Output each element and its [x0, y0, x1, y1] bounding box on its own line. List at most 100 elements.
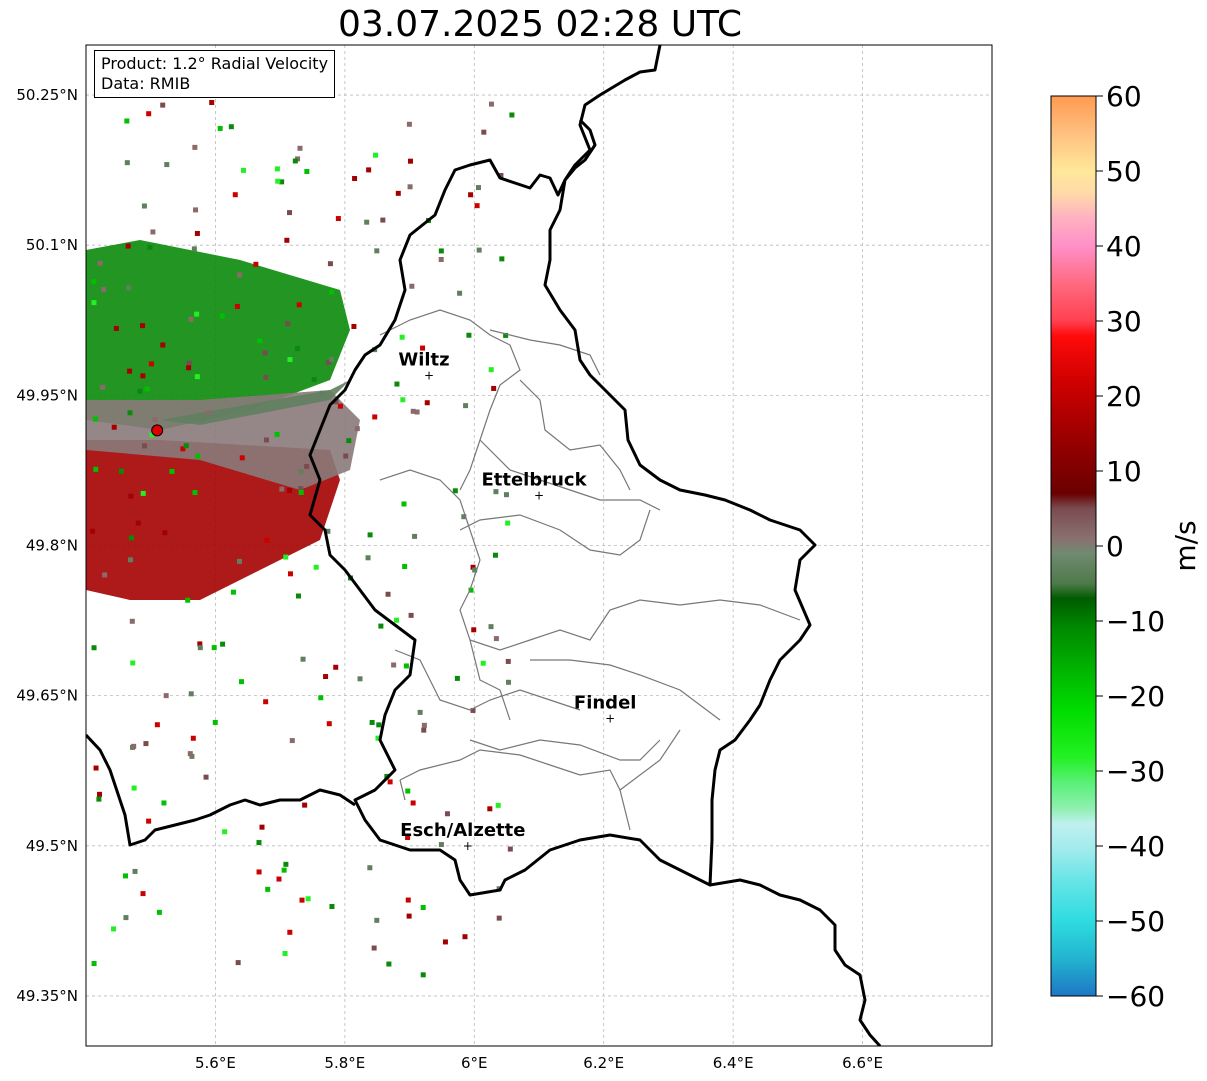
echo-pixel	[351, 323, 357, 329]
echo-pixel	[274, 431, 280, 437]
echo-pixel	[96, 796, 102, 802]
echo-pixel	[498, 173, 504, 179]
echo-pixel	[265, 886, 271, 892]
echo-pixel	[217, 125, 223, 131]
echo-pixel	[185, 597, 191, 603]
echo-pixel	[228, 124, 234, 130]
echo-pixel	[325, 359, 331, 365]
echo-pixel	[461, 514, 467, 520]
radar-echo-layer	[86, 100, 515, 978]
echo-pixel	[378, 623, 384, 629]
echo-pixel	[327, 261, 333, 267]
echo-pixel	[304, 463, 310, 469]
echo-pixel	[209, 100, 215, 106]
map-frame	[85, 44, 993, 1047]
echo-pixel	[238, 679, 244, 685]
echo-pixel	[438, 248, 444, 254]
echo-pixel	[259, 824, 265, 830]
echo-pixel	[405, 835, 411, 841]
echo-pixel	[102, 572, 108, 578]
echo-pixel	[264, 537, 270, 543]
echo-pixel	[160, 102, 166, 108]
echo-pixel	[371, 945, 377, 951]
echo-pixel	[93, 466, 99, 472]
echo-pixel	[470, 564, 476, 570]
echo-pixel	[313, 564, 319, 570]
echo-pixel	[152, 417, 158, 423]
echo-pixel	[128, 535, 134, 541]
product-info-box: Product: 1.2° Radial Velocity Data: RMIB	[94, 50, 336, 98]
echo-pixel	[274, 166, 280, 172]
echo-pixel	[144, 386, 150, 392]
x-tick-label: 6.4°E	[713, 1054, 754, 1072]
echo-pixel	[161, 800, 167, 806]
echo-pixel	[375, 735, 381, 741]
echo-pixel	[488, 367, 494, 373]
echo-pixel	[279, 486, 285, 492]
echo-pixel	[407, 158, 413, 164]
echo-pixel	[302, 802, 308, 808]
echo-pixel	[203, 774, 209, 780]
echo-pixel	[239, 455, 245, 461]
echo-pixel	[283, 554, 289, 560]
echo-pixel	[164, 162, 170, 168]
echo-pixel	[488, 101, 494, 107]
echo-pixel	[295, 593, 301, 599]
y-tick-label: 49.95°N	[16, 386, 78, 404]
echo-pixel	[183, 443, 189, 449]
echo-pixel	[193, 207, 199, 213]
echo-pixel	[496, 915, 502, 921]
city-label: Wiltz	[398, 349, 449, 370]
echo-pixel	[140, 490, 146, 496]
echo-pixel	[380, 217, 386, 223]
echo-pixel	[127, 410, 133, 416]
echo-pixel	[285, 321, 291, 327]
echo-pixel	[481, 129, 487, 135]
echo-pixel	[401, 501, 407, 507]
echo-pixel	[180, 446, 186, 452]
echo-pixel	[97, 791, 103, 797]
echo-pixel	[93, 765, 99, 771]
echo-pixel	[284, 237, 290, 243]
echo-pixel	[263, 374, 269, 380]
echo-pixel	[124, 160, 130, 166]
echo-pixel	[495, 802, 501, 808]
echo-pixel	[137, 388, 143, 394]
echo-pixel	[163, 693, 169, 699]
city-label: Findel	[574, 693, 637, 714]
echo-pixel	[400, 397, 406, 403]
echo-pixel	[399, 334, 405, 340]
echo-pixel	[188, 316, 194, 322]
city-markers: +Wiltz+Ettelbruck+Findel+Esch/Alzette	[398, 349, 636, 852]
echo-pixel	[304, 169, 310, 175]
echo-pixel	[97, 260, 103, 266]
echo-pixel	[235, 960, 241, 966]
canton-borders	[379, 309, 801, 831]
echo-pixel	[438, 842, 444, 848]
echo-pixel	[186, 360, 192, 366]
x-tick-label: 6.2°E	[583, 1054, 624, 1072]
echo-pixel	[146, 818, 152, 824]
echo-pixel	[150, 229, 156, 235]
echo-pixel	[408, 612, 414, 618]
echo-pixel	[160, 342, 166, 348]
echo-pixel	[162, 530, 168, 536]
echo-pixel	[329, 904, 335, 910]
echo-pixel	[311, 377, 317, 383]
echo-pixel	[90, 528, 96, 534]
echo-pixel	[149, 432, 155, 438]
echo-pixel	[410, 408, 416, 414]
echo-pixel	[143, 741, 149, 747]
echo-pixel	[346, 438, 352, 444]
echo-pixel	[148, 361, 154, 367]
echo-pixel	[407, 184, 413, 190]
colorbar-tick-label: 30	[1106, 305, 1142, 338]
echo-pixel	[292, 158, 298, 164]
echo-pixel	[421, 727, 427, 733]
echo-pixel	[374, 248, 380, 254]
near-zero-echo-region	[86, 390, 360, 490]
colorbar-tick-label: −40	[1106, 830, 1165, 863]
echo-pixel	[405, 897, 411, 903]
echo-pixel	[91, 961, 97, 967]
